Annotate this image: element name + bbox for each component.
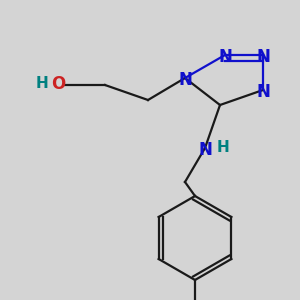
Text: N: N xyxy=(256,48,270,66)
Text: N: N xyxy=(218,48,232,66)
Text: H: H xyxy=(217,140,230,155)
Text: N: N xyxy=(198,141,212,159)
Text: N: N xyxy=(256,83,270,101)
Text: H: H xyxy=(36,76,48,91)
Text: N: N xyxy=(178,71,192,89)
Text: O: O xyxy=(51,75,65,93)
